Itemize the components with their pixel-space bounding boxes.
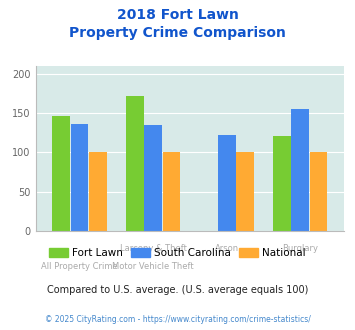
Text: Compared to U.S. average. (U.S. average equals 100): Compared to U.S. average. (U.S. average … [47,285,308,295]
Bar [53,116,70,231]
Bar [218,135,235,231]
Text: Property Crime Comparison: Property Crime Comparison [69,26,286,40]
Text: 2018 Fort Lawn: 2018 Fort Lawn [116,8,239,22]
Text: Larceny & Theft: Larceny & Theft [120,244,187,253]
Bar [89,152,107,231]
Text: Motor Vehicle Theft: Motor Vehicle Theft [112,262,194,271]
Bar [144,125,162,231]
Text: Arson: Arson [215,244,239,253]
Bar [310,152,327,231]
Bar [126,96,143,231]
Bar [236,152,254,231]
Legend: Fort Lawn, South Carolina, National: Fort Lawn, South Carolina, National [45,244,310,262]
Text: All Property Crime: All Property Crime [41,262,118,271]
Text: Burglary: Burglary [282,244,318,253]
Bar [273,136,291,231]
Text: © 2025 CityRating.com - https://www.cityrating.com/crime-statistics/: © 2025 CityRating.com - https://www.city… [45,315,310,324]
Bar [71,124,88,231]
Bar [163,152,180,231]
Bar [291,109,309,231]
